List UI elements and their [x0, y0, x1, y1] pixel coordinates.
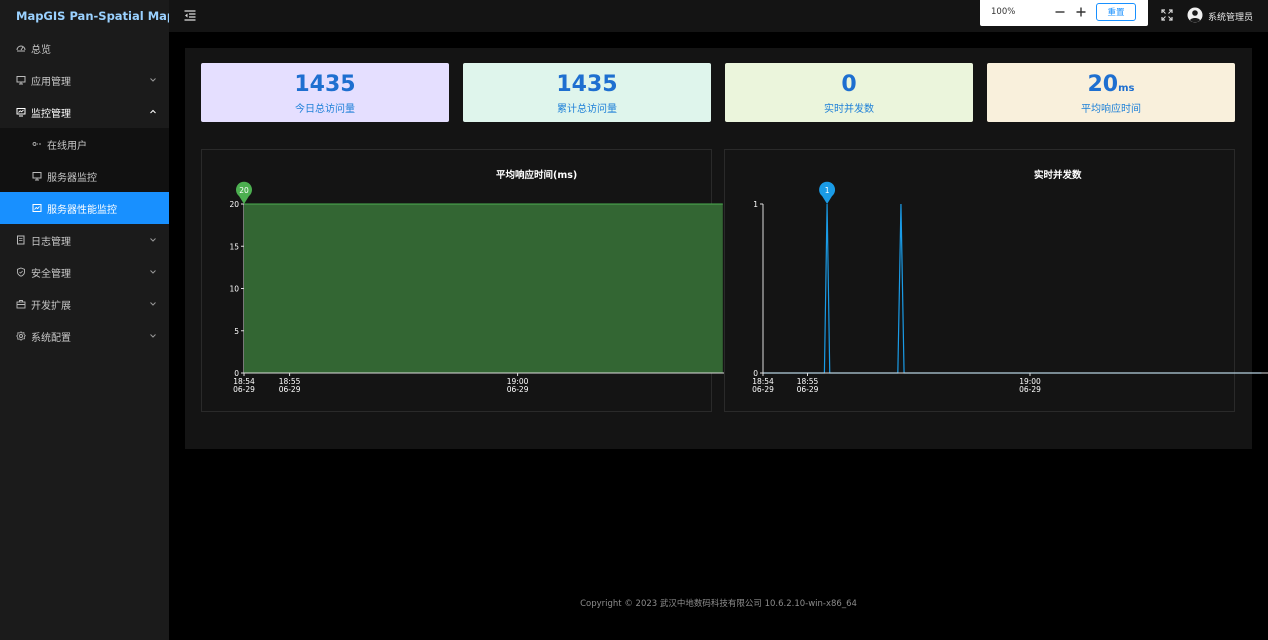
gear-icon: [16, 331, 26, 341]
markpoint-label: 1: [825, 186, 830, 195]
stat-value: 0: [841, 72, 857, 97]
chart-card-concurrency: 实时并发数 0 1 18:54 06-29 18:55 06-29 19:00 06-29 1: [724, 149, 1268, 412]
zoom-in-button[interactable]: [1074, 5, 1088, 19]
x-tick-label: 18:55: [797, 377, 819, 386]
sidebar-item-label: 监控管理: [31, 108, 71, 120]
stat-card-total-visits: 1435 累计总访问量: [463, 63, 711, 122]
series-line: [763, 203, 1262, 374]
stat-value: 20ms: [1087, 72, 1135, 97]
x-tick-label: 18:54: [752, 377, 774, 386]
user-name[interactable]: 系统管理员: [1208, 13, 1254, 23]
area-fill: [244, 204, 723, 373]
sidebar-item-online-users[interactable]: 在线用户: [0, 128, 169, 160]
sidebar-item-server-performance[interactable]: 服务器性能监控: [0, 192, 169, 224]
y-tick-label: 15: [229, 242, 239, 251]
sidebar: MapGIS Pan-Spatial Map 总览 应用管理 监控管理 在线用户…: [0, 0, 175, 640]
top-bar: 100% 重置 系统管理员: [169, 0, 1268, 32]
stat-label: 累计总访问量: [557, 104, 617, 115]
x-tick-label: 18:55: [279, 377, 301, 386]
y-tick-label: 5: [234, 327, 239, 336]
extension-icon: [16, 300, 26, 309]
log-icon: [17, 235, 25, 245]
y-tick-label: 0: [753, 369, 758, 378]
x-tick-date: 06-29: [507, 385, 529, 394]
monitor-icon: [16, 108, 26, 117]
chevron-down-icon: [150, 334, 156, 338]
copyright-text: Copyright © 2023 武汉中地数码科技有限公司 10.6.2.10-…: [580, 599, 857, 609]
sidebar-item-label: 服务器监控: [47, 172, 97, 184]
sidebar-item-app-management[interactable]: 应用管理: [0, 64, 169, 96]
x-tick-date: 06-29: [1019, 385, 1041, 394]
stat-label: 今日总访问量: [295, 104, 355, 115]
x-tick-label: 19:00: [507, 377, 529, 386]
sidebar-item-label: 安全管理: [31, 268, 71, 280]
x-tick-date: 06-29: [752, 385, 774, 394]
x-tick-date: 06-29: [279, 385, 301, 394]
monitoring-submenu: 在线用户 服务器监控 服务器性能监控: [0, 128, 169, 224]
x-tick-date: 06-29: [797, 385, 819, 394]
stat-card-today-visits: 1435 今日总访问量: [201, 63, 449, 122]
chart-card-avg-response-time: 平均响应时间(ms) 0 5 10 15 20 18:54 06-29 18:55 06-29 1…: [201, 149, 743, 412]
markpoint-pin: [819, 181, 836, 204]
sidebar-item-label: 在线用户: [47, 140, 87, 152]
menu-fold-icon[interactable]: [184, 10, 196, 21]
sidebar-item-label: 应用管理: [31, 76, 71, 88]
sidebar-item-logs[interactable]: 日志管理: [0, 224, 169, 256]
zoom-reset-button[interactable]: 重置: [1096, 3, 1136, 21]
online-users-icon: [32, 142, 41, 146]
sidebar-item-dev-extension[interactable]: 开发扩展: [0, 288, 169, 320]
stat-card-concurrency: 0 实时并发数: [725, 63, 973, 122]
avatar-icon[interactable]: [1187, 7, 1203, 23]
markpoint-pin: [236, 181, 252, 204]
x-tick-label: 19:00: [1019, 377, 1041, 386]
sidebar-item-label: 服务器性能监控: [47, 204, 117, 216]
server-icon: [32, 172, 42, 181]
y-tick-label: 20: [229, 200, 239, 209]
zoom-control: 100% 重置: [980, 0, 1148, 26]
sidebar-item-monitoring[interactable]: 监控管理: [0, 96, 169, 128]
sidebar-item-label: 开发扩展: [31, 300, 71, 312]
zoom-out-button[interactable]: [1053, 5, 1067, 19]
sidebar-item-system-config[interactable]: 系统配置: [0, 320, 169, 352]
dashboard-icon: [16, 45, 26, 52]
y-tick-label: 0: [234, 369, 239, 378]
performance-icon: [32, 204, 42, 212]
desktop-icon: [16, 76, 26, 85]
sidebar-item-label: 日志管理: [31, 236, 71, 248]
x-tick-date: 06-29: [233, 385, 255, 394]
y-tick-label: 1: [753, 200, 758, 209]
stat-value: 1435: [294, 72, 356, 97]
chevron-down-icon: [150, 270, 156, 274]
sidebar-item-security[interactable]: 安全管理: [0, 256, 169, 288]
stat-value: 1435: [556, 72, 618, 97]
zoom-value: 100%: [991, 7, 1016, 17]
app-logo[interactable]: MapGIS Pan-Spatial Map: [0, 0, 175, 32]
dashboard-panel: 1435 今日总访问量 1435 累计总访问量 0 实时并发数 20ms 平均响…: [185, 48, 1268, 449]
sidebar-item-server-monitor[interactable]: 服务器监控: [0, 160, 169, 192]
chevron-down-icon: [150, 78, 156, 82]
stat-label: 实时并发数: [824, 104, 874, 115]
stat-card-avg-response: 20ms 平均响应时间: [987, 63, 1235, 122]
markpoint-label: 20: [239, 186, 249, 195]
app-title: MapGIS Pan-Spatial Map: [16, 9, 176, 23]
sidebar-item-label: 总览: [31, 44, 51, 56]
sidebar-item-overview[interactable]: 总览: [0, 32, 169, 64]
chart-title: 实时并发数: [1034, 170, 1082, 181]
y-tick-label: 10: [229, 285, 239, 294]
chevron-down-icon: [150, 238, 156, 242]
chevron-down-icon: [150, 302, 156, 306]
sidebar-item-label: 系统配置: [31, 332, 71, 344]
fullscreen-icon[interactable]: [1161, 9, 1173, 21]
shield-icon: [17, 267, 25, 277]
chart-title: 平均响应时间(ms): [496, 170, 578, 181]
chevron-up-icon: [150, 109, 156, 114]
x-tick-label: 18:54: [233, 377, 255, 386]
stat-label: 平均响应时间: [1081, 104, 1141, 115]
